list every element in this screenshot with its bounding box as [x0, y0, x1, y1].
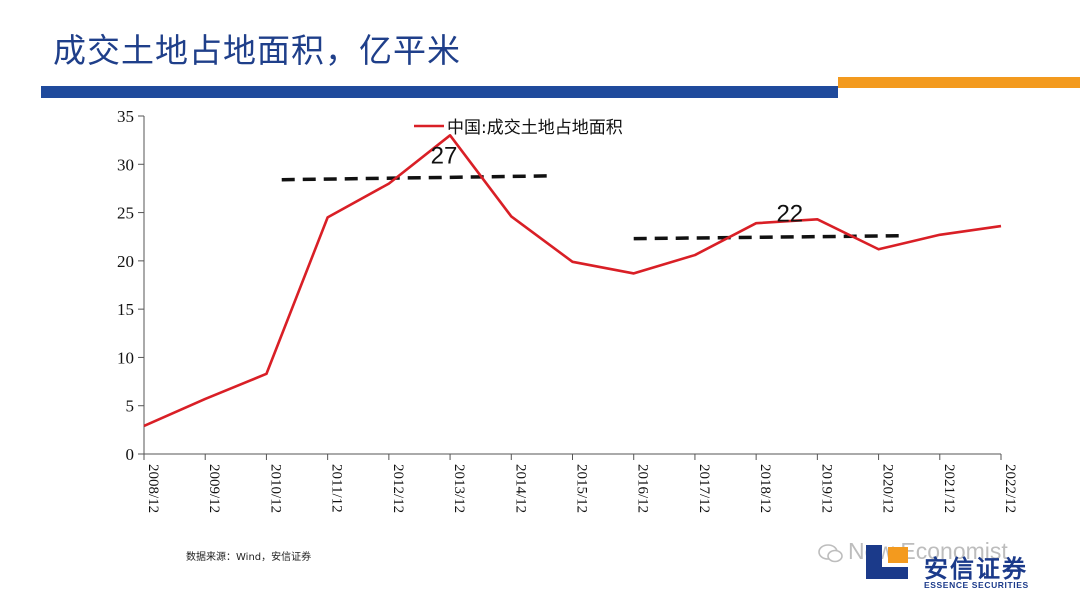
chart-axes: 0 5 10 15 20 25 30 35 2008/12 2009/12 2010/12 2011/…: [117, 107, 1018, 513]
trend-line: [633, 233, 901, 241]
y-tick-label: 15: [117, 300, 134, 319]
x-tick-label: 2018/12: [757, 464, 773, 513]
company-logo: 安信证券 ESSENCE SECURITIES: [866, 545, 1056, 593]
y-tick-label: 20: [117, 252, 134, 271]
logo-text-en: ESSENCE SECURITIES: [924, 580, 1029, 590]
x-tick-label: 2017/12: [696, 464, 712, 513]
x-tick-label: 2010/12: [267, 464, 283, 513]
x-tick-label: 2009/12: [206, 464, 222, 513]
series-line: [143, 134, 1002, 428]
logo-text-cn: 安信证券: [924, 555, 1028, 583]
y-tick-label: 30: [117, 155, 134, 174]
x-tick-label: 2016/12: [635, 464, 651, 513]
y-tick-label: 35: [117, 107, 134, 126]
source-note: 数据来源：Wind，安信证券: [186, 552, 312, 563]
chat-bubble-icon: [818, 544, 843, 563]
x-tick-label: 2008/12: [145, 464, 161, 513]
y-tick-label: 25: [117, 204, 134, 223]
legend-label: 中国:成交土地占地面积: [447, 118, 623, 138]
series-lines: [143, 134, 1002, 428]
x-tick-label: 2019/12: [818, 464, 834, 513]
trend-lines: [281, 174, 901, 241]
x-tick-label: 2022/12: [1002, 464, 1018, 513]
annotation-label: 27: [431, 143, 458, 170]
y-tick-label: 10: [117, 348, 134, 367]
header-bar-orange: [838, 77, 1080, 88]
annotation-label: 22: [776, 201, 803, 228]
annotations: 27 22: [431, 143, 804, 228]
y-tick-label: 5: [126, 397, 135, 416]
logo-mark-icon: [866, 545, 908, 579]
x-tick-label: 2020/12: [880, 464, 896, 513]
x-tick-label: 2015/12: [574, 464, 590, 513]
trend-line: [281, 174, 552, 182]
y-tick-label: 0: [126, 445, 135, 464]
x-tick-label: 2012/12: [390, 464, 406, 513]
x-tick-label: 2011/12: [329, 464, 345, 513]
x-tick-label: 2021/12: [941, 464, 957, 513]
x-tick-label: 2013/12: [451, 464, 467, 513]
x-tick-label: 2014/12: [512, 464, 528, 513]
header-bar-blue: [41, 86, 838, 98]
legend: 中国:成交土地占地面积: [414, 118, 623, 138]
page-title: 成交土地占地面积，亿平米: [53, 31, 461, 70]
